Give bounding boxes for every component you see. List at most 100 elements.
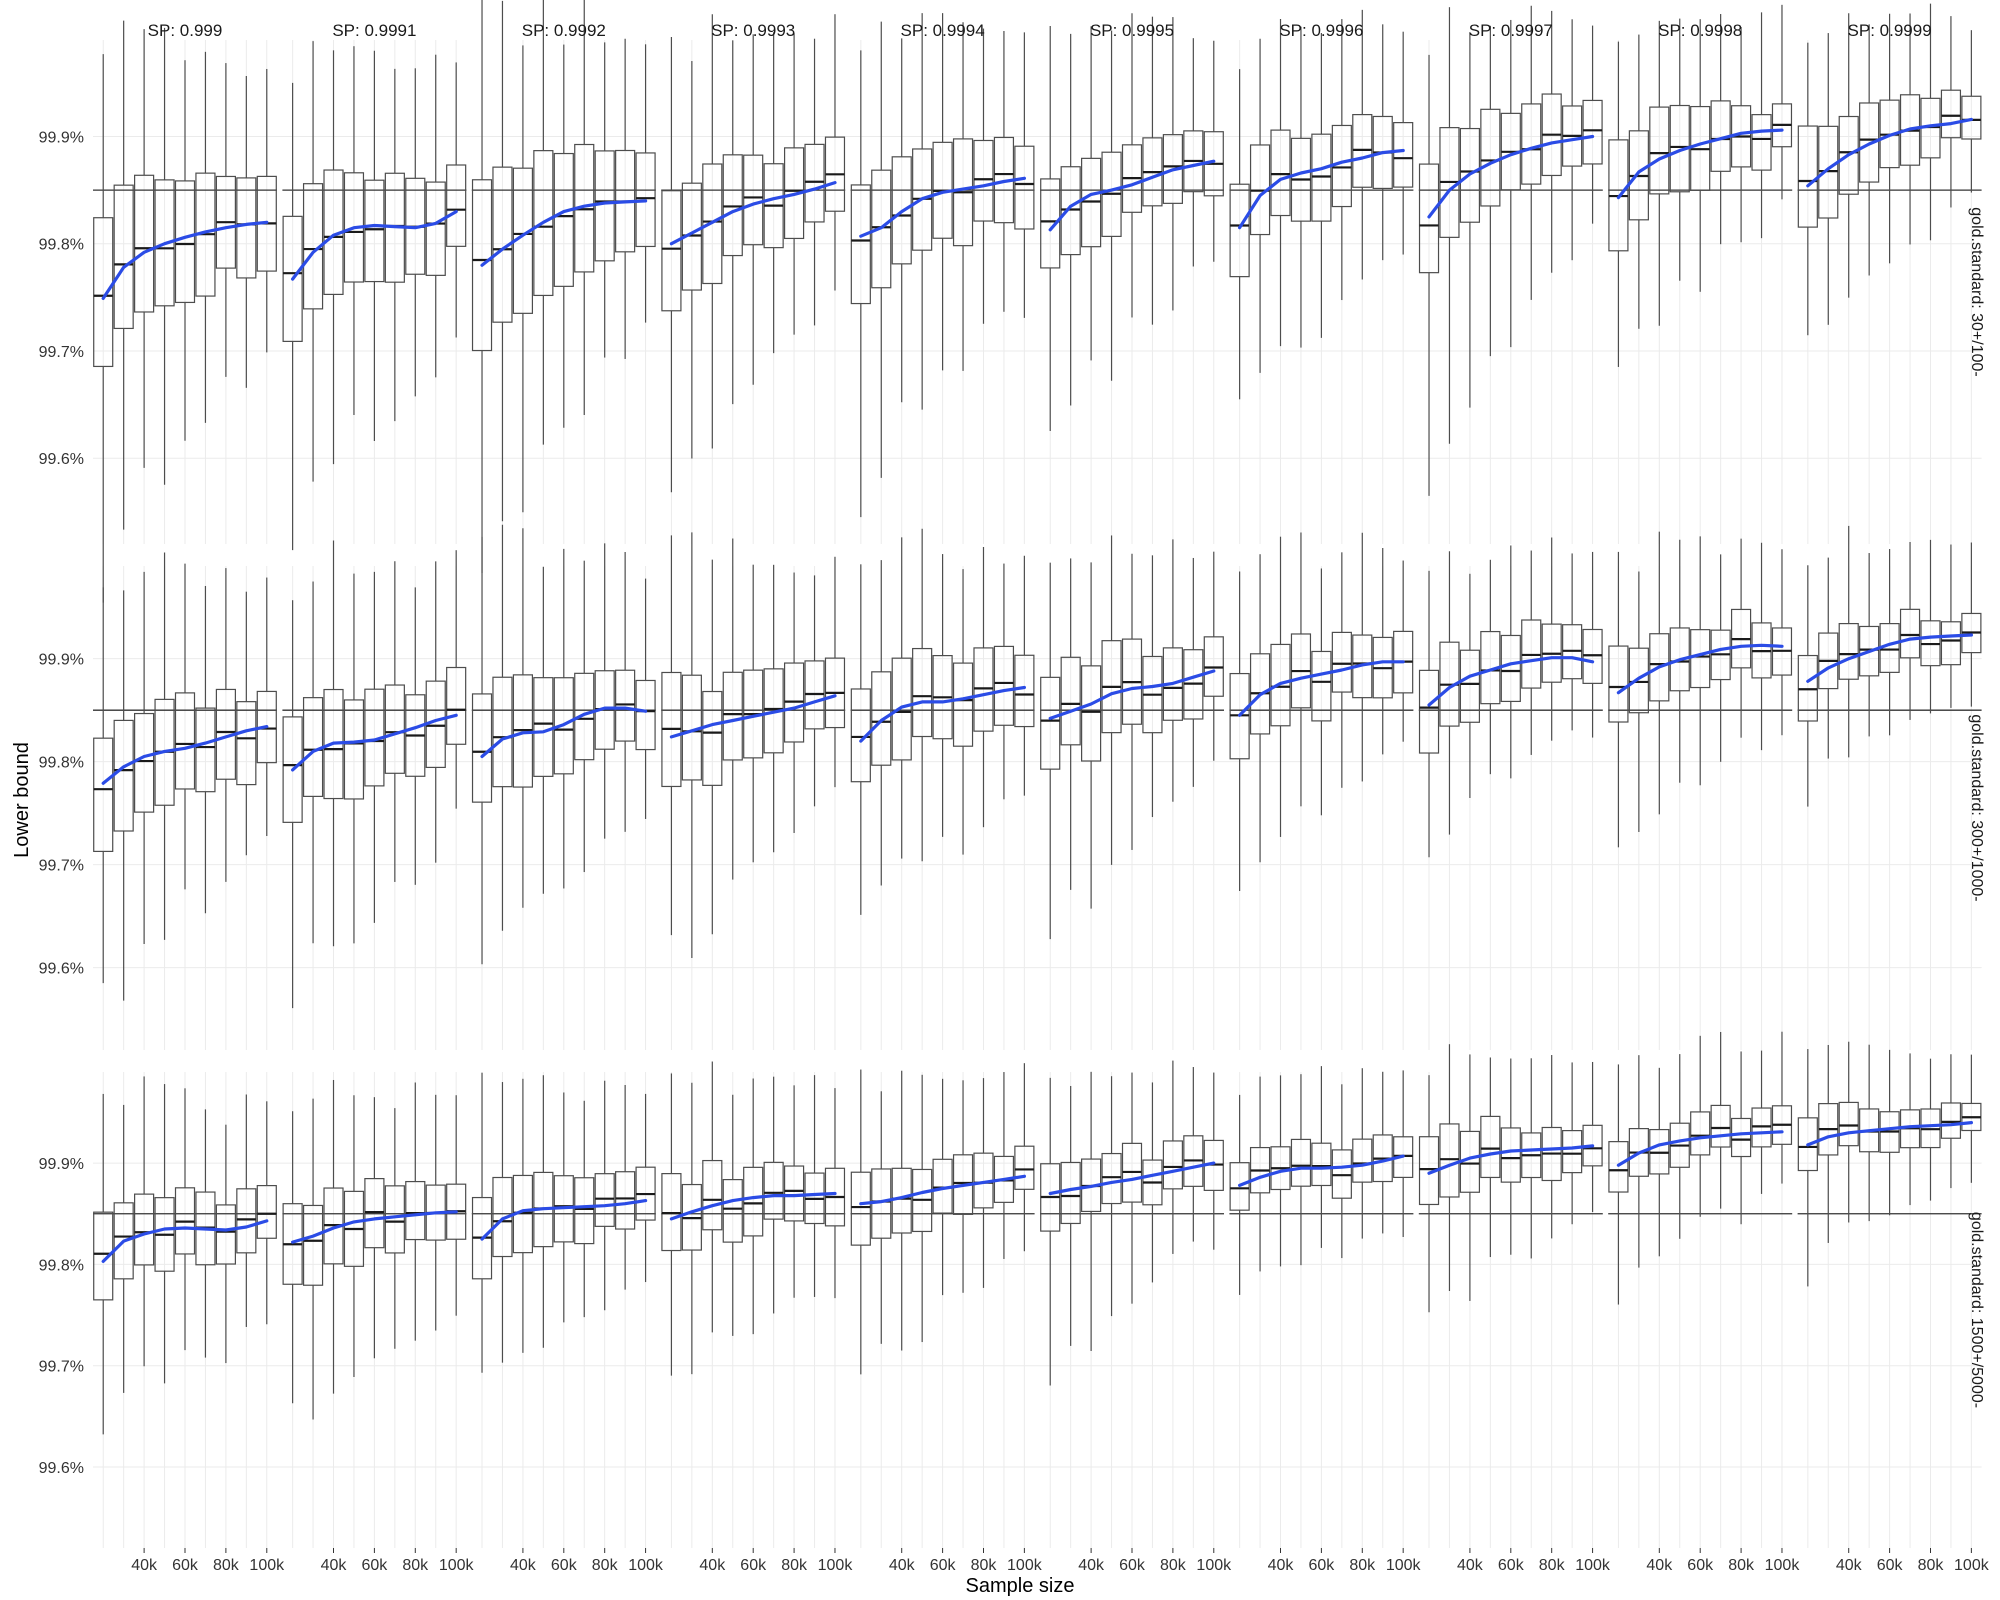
facet-panel [471,1072,656,1373]
box [891,657,912,761]
box [195,707,216,793]
facet-panel [282,41,467,551]
box [1101,1152,1122,1205]
box [113,184,134,330]
trend-line [1237,660,1405,717]
x-tick-label: 60k [740,1557,767,1574]
grid-layer [93,40,1982,1548]
trend-line [859,176,1027,238]
x-tick-label: 60k [1309,1557,1336,1574]
box [1751,1107,1772,1148]
box [1393,122,1414,188]
box [1562,1130,1583,1174]
box [615,669,636,742]
x-tick-label: 80k [592,1557,619,1574]
box [1459,649,1481,723]
x-tick-label: 40k [699,1557,726,1574]
facet-panel [471,0,656,573]
facet-panel [93,20,277,603]
box [1290,1138,1312,1187]
x-tick-label: 100k [249,1557,285,1574]
y-tick-label: 99.7% [39,344,84,361]
box [973,139,994,222]
x-tick-label: 100k [628,1557,664,1574]
box [1940,89,1962,139]
box [1628,647,1649,714]
trend-line [1616,643,1784,695]
y-tick-label: 99.9% [39,1156,84,1173]
x-tick-label: 80k [1918,1557,1945,1574]
trend-line [669,1191,837,1221]
box [1459,127,1481,223]
facet-panel [661,532,846,958]
facet-panel [1797,3,1982,336]
box [1060,166,1081,256]
box [1751,114,1772,171]
x-tick-label: 100k [818,1557,854,1574]
box [702,1159,723,1231]
trend-line [1616,1130,1784,1167]
trend-line [1616,128,1784,200]
trend-line [1237,148,1405,230]
box [174,692,196,790]
y-tick-label: 99.8% [39,755,84,772]
facet-panel [471,524,656,965]
trend-line [1048,1161,1216,1196]
facet-column-label: SP: 0.9999 [1848,21,1932,40]
y-tick-label: 99.7% [39,1359,84,1376]
facet-panel [1040,535,1224,940]
box [1014,654,1035,728]
box [1311,650,1332,722]
trend-line [1048,669,1216,721]
facet-panel [93,1076,277,1435]
x-tick-label: 40k [1646,1557,1673,1574]
box [93,737,114,853]
x-tick-label: 80k [213,1557,240,1574]
box [871,671,892,766]
box [574,672,595,761]
facet-column-label: SP: 0.9997 [1469,21,1553,40]
facet-column-label: SP: 0.999 [148,21,223,40]
x-tick-label: 40k [510,1557,537,1574]
box [1331,1149,1352,1199]
box [1311,133,1332,222]
box [134,174,155,313]
box [1838,622,1859,680]
label-layer: SP: 0.999 SP: 0.9991 SP: 0.9992 SP: 0.9993 S… [39,21,1990,1574]
box [364,179,385,283]
box [256,1184,277,1239]
trend-line [669,181,837,246]
box [1040,676,1061,770]
box [302,1204,324,1286]
box [891,156,912,265]
facet-column-label: SP: 0.9998 [1658,21,1742,40]
facet-column-label: SP: 0.9992 [522,21,606,40]
x-tick-label: 60k [1119,1557,1146,1574]
box [1229,183,1250,278]
box [722,1178,743,1243]
box [215,1204,236,1265]
y-tick-label: 99.6% [39,451,84,468]
trend-line [1427,134,1595,219]
box [1608,1141,1629,1193]
box [993,645,1015,726]
facet-panel [661,14,846,493]
y-axis-title: Lower bound [11,742,33,858]
box [236,177,257,279]
box [635,152,656,248]
trend-line [291,210,458,281]
facet-panel [1418,5,1603,496]
facet-panel [1040,1060,1224,1386]
box [1040,178,1061,269]
box [236,1188,257,1254]
facet-panel [1229,1066,1414,1295]
x-tick-label: 100k [1954,1557,1990,1574]
y-tick-label: 99.8% [39,237,84,254]
facet-panel [1797,525,1982,807]
box [1331,631,1352,693]
y-tick-label: 99.7% [39,858,84,875]
box [952,662,974,747]
trend-line [480,706,648,759]
facet-panel [1797,1041,1982,1287]
panel-layer [93,0,1982,1435]
